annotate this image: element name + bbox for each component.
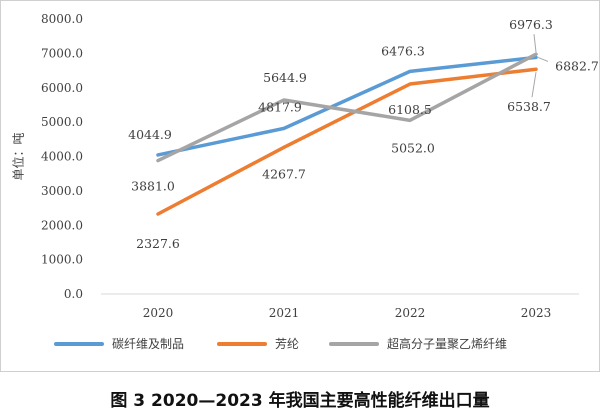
x-tick-label: 2022	[395, 306, 426, 320]
legend-label: 超高分子量聚乙烯纤维	[387, 336, 507, 351]
data-label: 6108.5	[388, 102, 432, 117]
data-label: 2327.6	[136, 236, 180, 251]
x-tick-labels: 2020 2021 2022 2023	[143, 306, 552, 320]
data-label: 5052.0	[391, 140, 435, 155]
x-tick-label: 2021	[269, 306, 300, 320]
y-axis-title: 单位：吨	[11, 132, 26, 180]
leader-line	[531, 72, 537, 98]
y-tick-label: 4000.0	[41, 150, 83, 164]
label-leader-lines	[531, 34, 549, 98]
legend: 碳纤维及制品 芳纶 超高分子量聚乙烯纤维	[54, 336, 507, 351]
y-tick-label: 1000.0	[41, 253, 83, 267]
y-tick-labels: 0.0 1000.0 2000.0 3000.0 4000.0 5000.0 6000.0 7…	[41, 12, 83, 301]
legend-label: 芳纶	[275, 337, 299, 351]
y-tick-label: 2000.0	[41, 218, 83, 232]
data-label: 6976.3	[509, 17, 553, 32]
data-label: 6476.3	[381, 43, 425, 58]
y-tick-label: 0.0	[64, 287, 83, 301]
y-tick-label: 7000.0	[41, 46, 83, 60]
leader-line	[533, 34, 537, 53]
data-label: 4817.9	[258, 99, 302, 114]
x-tick-label: 2023	[521, 306, 552, 320]
data-label: 6538.7	[507, 99, 551, 114]
y-tick-label: 8000.0	[41, 12, 83, 26]
y-tick-label: 6000.0	[41, 81, 83, 95]
data-label: 5644.9	[263, 70, 307, 85]
series-line	[156, 55, 538, 157]
leader-line	[537, 56, 549, 62]
y-tick-label: 3000.0	[41, 184, 83, 198]
y-tick-label: 5000.0	[41, 115, 83, 129]
data-label: 4267.7	[262, 166, 306, 181]
series-line	[156, 67, 538, 216]
data-labels: 4044.9 4817.9 6476.3 6882.7 2327.6 4267.7 6108…	[128, 17, 599, 251]
legend-label: 碳纤维及制品	[112, 337, 184, 351]
y-axis-title: 单位：吨	[11, 132, 26, 180]
data-label: 4044.9	[128, 127, 172, 142]
chart-frame: 单位：吨 0.0 1000.0 2000.0 3000.0 4000.0 5000.0 60…	[0, 0, 600, 372]
series-line	[156, 52, 538, 163]
data-label: 3881.0	[131, 179, 175, 194]
x-tick-label: 2020	[143, 306, 174, 320]
line-chart: 单位：吨 0.0 1000.0 2000.0 3000.0 4000.0 5000.0 60…	[11, 12, 599, 351]
data-label: 6882.7	[555, 58, 599, 73]
figure-caption: 图 3 2020—2023 年我国主要高性能纤维出口量	[110, 391, 490, 411]
series-lines	[156, 52, 538, 216]
